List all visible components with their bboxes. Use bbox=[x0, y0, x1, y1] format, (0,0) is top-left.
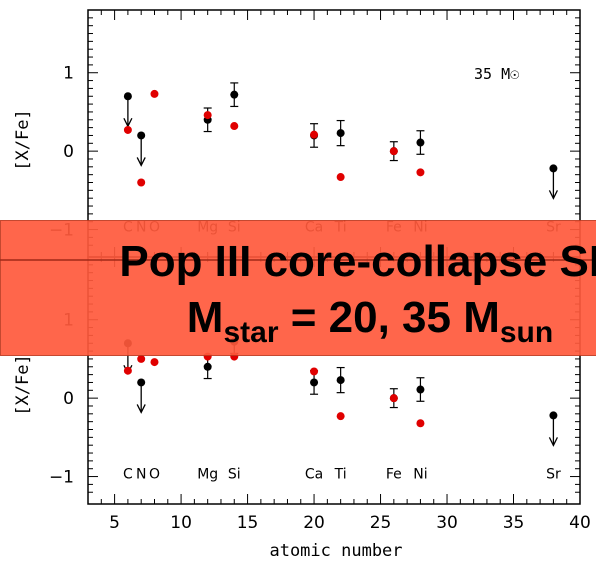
y-axis-label-top: [X/Fe] bbox=[13, 109, 33, 170]
data-point bbox=[137, 178, 146, 187]
banner-line-1: Pop III core-collapse SN bbox=[119, 237, 596, 286]
banner-mass-sub-star: star bbox=[223, 316, 279, 349]
element-label: Fe bbox=[386, 467, 402, 483]
banner-mass-symbol: M bbox=[186, 293, 224, 342]
upper-limit-arrowhead bbox=[136, 404, 146, 414]
data-point bbox=[336, 412, 345, 421]
data-point bbox=[389, 147, 398, 156]
element-label: C bbox=[123, 467, 133, 483]
data-point bbox=[137, 378, 146, 387]
x-tick-label: 10 bbox=[170, 513, 192, 533]
y-tick-label: 1 bbox=[63, 64, 74, 84]
banner-mass-values: = 20, 35 M bbox=[278, 293, 500, 342]
data-point bbox=[150, 358, 159, 367]
data-point bbox=[389, 394, 398, 403]
mass-annotation: 35 M☉ bbox=[474, 65, 519, 83]
x-axis-label: atomic number bbox=[269, 541, 402, 561]
y-tick-label: 0 bbox=[63, 389, 74, 409]
banner-line-2: Mstar = 20, 35 Msun bbox=[0, 296, 596, 348]
element-label: Ca bbox=[305, 467, 323, 483]
data-point bbox=[230, 90, 239, 99]
upper-limit-arrowhead bbox=[548, 190, 558, 200]
data-point bbox=[549, 164, 558, 173]
data-point bbox=[416, 419, 425, 428]
data-point bbox=[150, 89, 159, 98]
data-point bbox=[137, 131, 146, 140]
element-label: Si bbox=[228, 467, 241, 483]
data-point bbox=[310, 378, 319, 387]
x-tick-label: 30 bbox=[436, 513, 458, 533]
element-label: Ti bbox=[334, 467, 347, 483]
banner-title: Pop III core-collapse SN Mstar = 20, 35 … bbox=[0, 220, 596, 356]
element-label: Ni bbox=[413, 467, 427, 483]
element-label: Sr bbox=[546, 467, 561, 483]
element-label: N bbox=[136, 467, 146, 483]
data-point bbox=[416, 168, 425, 177]
data-point bbox=[123, 92, 132, 101]
y-axis-label-bottom: [X/Fe] bbox=[13, 354, 33, 415]
data-point bbox=[336, 376, 345, 385]
data-point bbox=[416, 138, 425, 147]
x-tick-label: 35 bbox=[503, 513, 525, 533]
x-tick-label: 5 bbox=[109, 513, 120, 533]
y-tick-label: −1 bbox=[49, 468, 74, 488]
data-point bbox=[137, 354, 146, 363]
data-point bbox=[310, 367, 319, 376]
data-point bbox=[310, 130, 319, 139]
x-tick-label: 25 bbox=[370, 513, 392, 533]
element-label: Mg bbox=[197, 467, 218, 483]
data-point bbox=[203, 362, 212, 371]
upper-limit-arrowhead bbox=[548, 437, 558, 447]
y-tick-label: 0 bbox=[63, 142, 74, 162]
data-point bbox=[336, 173, 345, 182]
x-tick-label: 15 bbox=[237, 513, 259, 533]
element-label: O bbox=[149, 467, 160, 483]
banner-mass-sub-sun: sun bbox=[499, 316, 554, 349]
data-point bbox=[203, 111, 212, 120]
x-tick-label: 20 bbox=[303, 513, 325, 533]
upper-limit-arrowhead bbox=[136, 157, 146, 167]
data-point bbox=[123, 366, 132, 375]
data-point bbox=[230, 122, 239, 131]
data-point bbox=[336, 129, 345, 138]
data-point bbox=[416, 385, 425, 394]
data-point bbox=[549, 411, 558, 420]
data-point bbox=[123, 125, 132, 134]
x-tick-label: 40 bbox=[569, 513, 591, 533]
